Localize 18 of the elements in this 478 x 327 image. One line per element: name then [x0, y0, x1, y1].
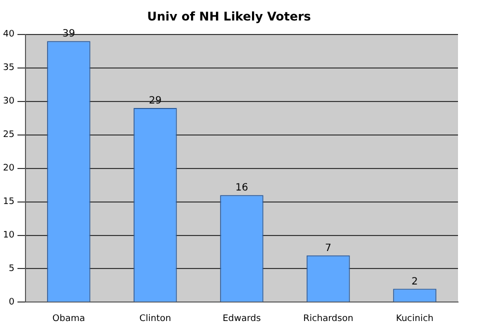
y-tick-label: 10 — [3, 230, 15, 241]
y-tick-label: 15 — [3, 197, 14, 208]
chart-title: Univ of NH Likely Voters — [147, 9, 311, 24]
y-tick-label: 40 — [3, 30, 15, 40]
x-tick-label: Richardson — [303, 314, 354, 324]
y-tick-label: 0 — [8, 298, 15, 308]
x-tick-label: Edwards — [222, 314, 262, 324]
x-tick-label: Obama — [52, 314, 86, 324]
data-label: 7 — [325, 242, 332, 254]
y-tick-label: 35 — [3, 63, 14, 74]
x-tick-label: Clinton — [139, 314, 172, 324]
data-label: 2 — [412, 276, 418, 288]
y-tick-label: 20 — [3, 164, 15, 174]
x-tick-label: Kucinich — [396, 314, 434, 324]
y-tick-label: 25 — [3, 130, 14, 140]
data-label: 16 — [235, 182, 248, 194]
y-tick-label: 30 — [3, 96, 15, 107]
y-tick-label: 5 — [8, 264, 14, 274]
